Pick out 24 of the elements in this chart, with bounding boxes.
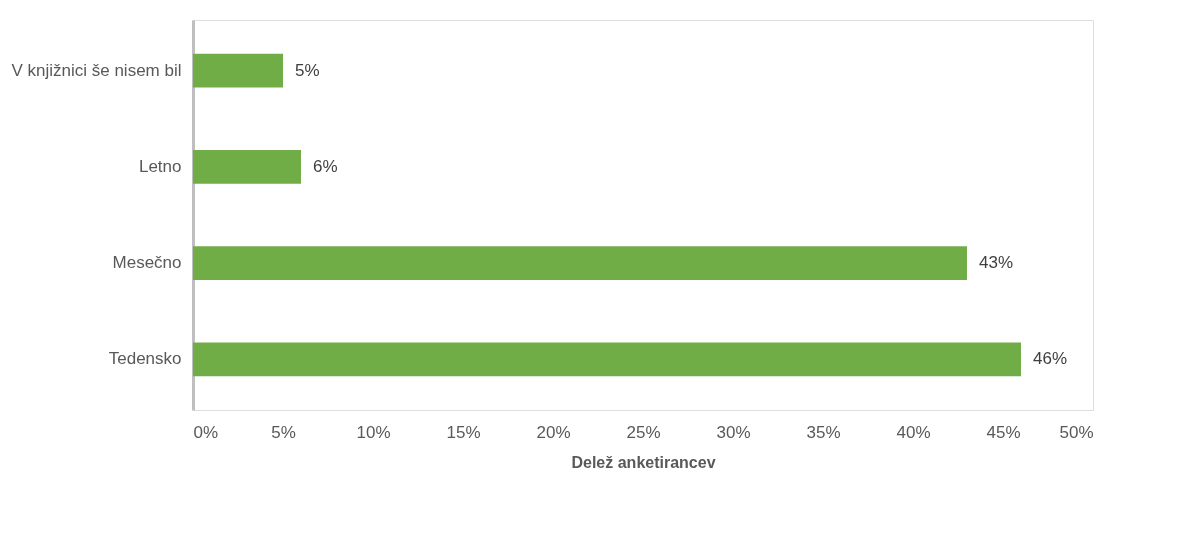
x-tick-label: 45% (986, 422, 1021, 442)
data-label: 43% (979, 253, 1014, 273)
x-tick-label: 25% (626, 422, 661, 442)
x-tick-label: 15% (446, 422, 481, 442)
bar (193, 246, 967, 280)
x-tick-label: 5% (271, 422, 296, 442)
x-tick-label: 30% (716, 422, 751, 442)
x-tick-label: 40% (896, 422, 931, 442)
y-tick-label: Mesečno (112, 253, 182, 273)
bar (193, 53, 283, 88)
bar (193, 150, 301, 184)
y-tick-label: Letno (138, 156, 182, 176)
bar (193, 342, 1021, 377)
x-tick-label: 35% (806, 422, 841, 442)
data-label: 46% (1033, 349, 1068, 369)
x-tick-label: 10% (356, 422, 391, 442)
y-tick-label: Tedensko (108, 349, 182, 369)
data-label: 5% (295, 60, 320, 80)
x-axis-title: Delež anketirancev (571, 453, 716, 471)
x-tick-label: 0% (193, 422, 219, 442)
data-label: 6% (313, 156, 338, 176)
y-tick-label: V knjižnici še nisem bil (11, 60, 182, 80)
x-tick-label: 50% (1059, 422, 1094, 442)
x-tick-label: 20% (536, 422, 571, 442)
